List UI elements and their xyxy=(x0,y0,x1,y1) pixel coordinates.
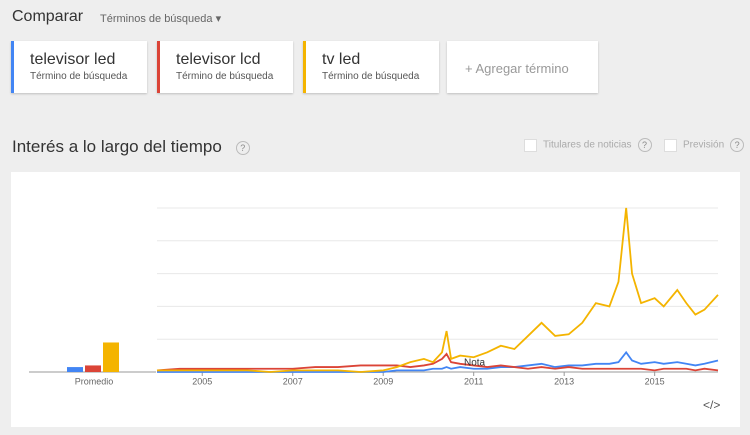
news-toggle[interactable]: Titulares de noticias? xyxy=(524,138,652,152)
embed-button[interactable]: </> xyxy=(703,398,720,412)
average-label: Promedio xyxy=(75,376,114,386)
x-tick-label: 2011 xyxy=(464,376,483,386)
news-label: Titulares de noticias xyxy=(543,139,632,151)
term-card[interactable]: televisor led Término de búsqueda xyxy=(11,41,147,93)
dropdown-label: Términos de búsqueda xyxy=(100,13,213,25)
terms-dropdown[interactable]: Términos de búsqueda ▾ xyxy=(100,13,222,25)
help[interactable]: ? xyxy=(730,138,745,152)
trend-line xyxy=(157,207,719,373)
term: televisor lcd xyxy=(176,51,261,68)
compare-title: Comparar xyxy=(12,8,84,25)
x-tick-label: 2015 xyxy=(645,376,665,386)
average-bar xyxy=(85,365,101,372)
forecast-toggle[interactable]: Previsión? xyxy=(664,138,745,152)
term-card[interactable]: tv led Término de búsqueda xyxy=(303,41,439,93)
x-tick-label: 2005 xyxy=(192,376,212,386)
trend-line xyxy=(157,350,719,373)
term-sub: Término de búsqueda xyxy=(176,71,274,82)
add-term[interactable]: + Agregar término xyxy=(447,41,598,93)
term: tv led xyxy=(322,51,361,68)
term: televisor led xyxy=(30,51,116,68)
chart: </> 2005 2007 2009 2011 2013 2015 Promedio Nota xyxy=(11,172,740,427)
term-sub: Término de búsqueda xyxy=(30,71,128,82)
section-title: Interés a lo largo del tiempo? xyxy=(12,137,250,157)
trend-line xyxy=(156,352,719,372)
forecast-label: Previsión xyxy=(683,139,725,151)
average-bar xyxy=(103,342,119,372)
section-title-text: Interés a lo largo del tiempo xyxy=(12,137,222,156)
help[interactable]: ? xyxy=(637,138,652,152)
x-tick-label: 2013 xyxy=(554,376,574,386)
average-bar xyxy=(67,367,83,372)
term-sub: Término de búsqueda xyxy=(322,71,420,82)
x-tick-label: 2007 xyxy=(283,376,303,386)
annotation: Nota xyxy=(464,358,486,369)
help[interactable]: ? xyxy=(235,140,250,155)
term-card[interactable]: televisor lcd Término de búsqueda xyxy=(157,41,293,93)
x-tick-label: 2009 xyxy=(373,376,393,386)
